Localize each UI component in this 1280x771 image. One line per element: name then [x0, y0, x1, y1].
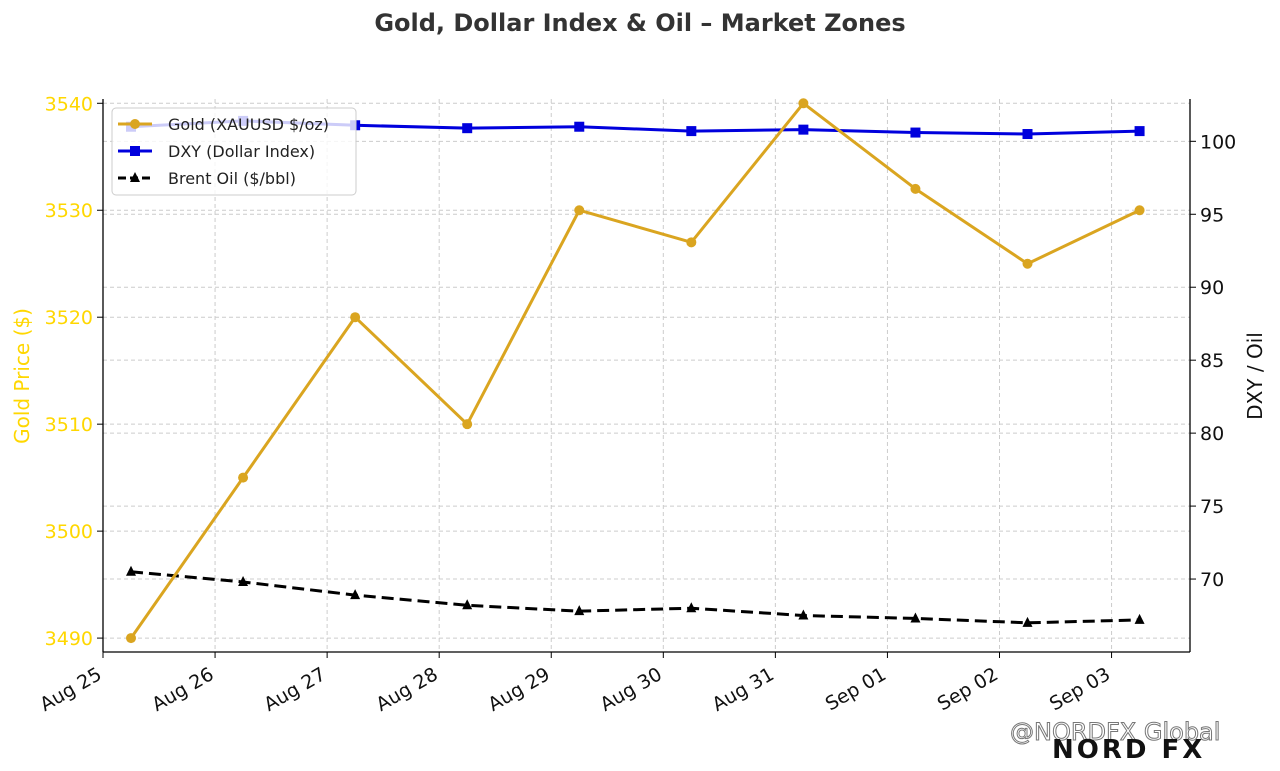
series-point: [910, 183, 921, 194]
series-point: [1022, 616, 1033, 627]
series-point: [574, 605, 585, 616]
series-point: [574, 205, 585, 216]
tick-label-x: Aug 30: [597, 663, 666, 716]
tick-label-right: 70: [1200, 569, 1224, 591]
tick-label-x: Sep 03: [1046, 663, 1114, 715]
y-axis-right-label: DXY / Oil: [1243, 332, 1267, 420]
tick-label-left: 3540: [45, 93, 93, 115]
chart-title: Gold, Dollar Index & Oil – Market Zones: [374, 9, 905, 37]
tick-label-x: Aug 31: [709, 663, 778, 716]
tick-label-right: 80: [1200, 423, 1224, 445]
tick-label-left: 3510: [45, 414, 93, 436]
tick-label-right: 75: [1200, 496, 1224, 518]
legend-item: DXY (Dollar Index): [118, 142, 315, 161]
legend-label: Brent Oil ($/bbl): [168, 169, 296, 188]
series-point: [798, 609, 809, 620]
tick-label-x: Sep 02: [934, 663, 1002, 715]
series-point: [126, 565, 137, 576]
series-point: [1134, 613, 1145, 624]
legend-box: [111, 107, 357, 196]
series-point: [238, 472, 249, 483]
legend-label: DXY (Dollar Index): [168, 142, 315, 161]
series-point: [238, 575, 249, 586]
legend-item: Gold (XAUUSD $/oz): [118, 115, 329, 134]
series-point: [462, 123, 473, 134]
series-point: [1022, 129, 1033, 140]
left-axis-ticks: 3490 3500 3510 3520 3530 3540: [45, 93, 103, 650]
watermark-logo: NORD FX: [1052, 735, 1205, 765]
series-point: [686, 602, 697, 613]
series-2: [126, 565, 1145, 627]
legend-label: Gold (XAUUSD $/oz): [168, 115, 329, 134]
series-point: [462, 419, 473, 430]
watermark: @NORDFX Global NORD FX: [1010, 718, 1221, 766]
tick-label-right: 100: [1200, 131, 1236, 153]
tick-label-x: Aug 28: [372, 663, 441, 716]
series-point: [1134, 205, 1145, 216]
series-point: [462, 599, 473, 610]
series-0: [126, 98, 1145, 644]
legend-swatch-marker: [130, 172, 140, 182]
tick-label-left: 3500: [45, 521, 93, 543]
series-point: [350, 312, 361, 323]
series-point: [910, 127, 921, 138]
series-point: [798, 124, 809, 135]
tick-label-right: 85: [1200, 350, 1224, 372]
series-point: [910, 612, 921, 623]
tick-label-x: Aug 29: [484, 663, 553, 716]
tick-label-x: Sep 01: [822, 663, 890, 715]
right-axis-ticks: 70 75 80 85 90 95 100: [1190, 131, 1236, 591]
tick-label-x: Aug 27: [260, 663, 329, 716]
tick-label-left: 3520: [45, 307, 93, 329]
series-line: [129, 101, 1141, 639]
series-point: [686, 126, 697, 137]
tick-label-left: 3490: [45, 628, 93, 650]
series-point: [1134, 126, 1145, 137]
series-point: [126, 633, 137, 644]
legend-item: Brent Oil ($/bbl): [118, 169, 296, 188]
series-point: [1022, 258, 1033, 269]
axes: [102, 99, 1191, 653]
watermark-handle: @NORDFX Global: [1010, 718, 1220, 746]
tick-label-x: Aug 25: [36, 663, 105, 716]
tick-label-right: 95: [1200, 204, 1224, 226]
series-line: [130, 570, 1140, 625]
legend: Gold (XAUUSD $/oz) DXY (Dollar Index) Bren…: [111, 107, 357, 196]
series-point: [574, 121, 585, 132]
tick-label-left: 3530: [45, 200, 93, 222]
tick-label-x: Aug 26: [148, 663, 217, 716]
x-axis-ticks: Aug 25 Aug 26 Aug 27 Aug 28 Aug 29 Aug 30 Aug …: [36, 652, 1114, 716]
series-point: [686, 237, 697, 248]
legend-swatch-marker: [130, 119, 140, 129]
y-axis-left-label: Gold Price ($): [10, 308, 34, 444]
legend-swatch-marker: [130, 146, 140, 156]
series-point: [798, 98, 809, 109]
tick-label-right: 90: [1200, 277, 1224, 299]
series-point: [350, 589, 361, 600]
